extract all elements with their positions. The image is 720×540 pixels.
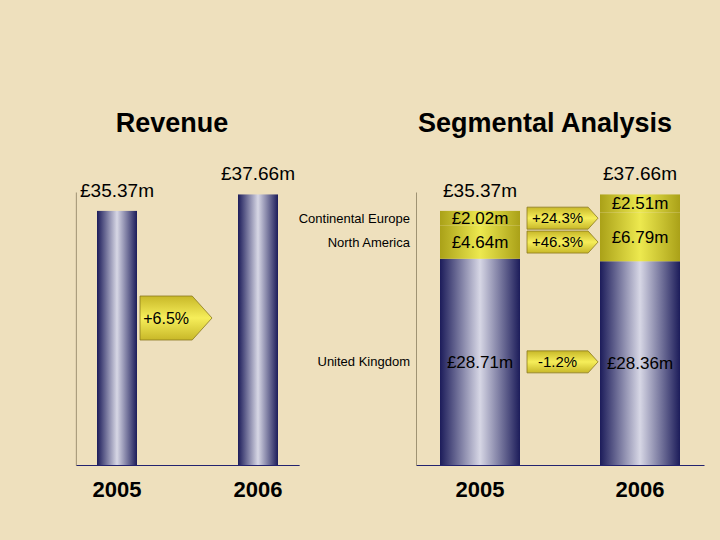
- y-axis: [76, 193, 77, 466]
- segment-label: £2.51m: [612, 194, 669, 213]
- series-label: North America: [328, 235, 411, 250]
- change-label: +24.3%: [532, 209, 583, 226]
- series-label: Continental Europe: [299, 211, 410, 226]
- change-label: +6.5%: [143, 310, 189, 327]
- change-label: -1.2%: [538, 353, 577, 370]
- background: [0, 0, 720, 540]
- marks: [440, 194, 680, 465]
- bar-segment: [440, 225, 520, 258]
- y-axis-line: [76, 193, 77, 466]
- x-tick-label: 2005: [93, 477, 142, 502]
- segment-label: £6.79m: [612, 228, 669, 247]
- bar: [238, 194, 278, 465]
- change-arrow: [527, 207, 598, 229]
- change-arrow: [527, 351, 598, 373]
- y-axis-line: [416, 193, 417, 466]
- bar-label: £35.37m: [80, 180, 154, 201]
- chart-title: Revenue: [116, 108, 229, 138]
- chart-1: Segmental Analysis £28.71m £28.36m £4.64m £6…: [299, 108, 705, 502]
- x-axis-line: [417, 465, 705, 466]
- total-label: £37.66m: [603, 163, 677, 184]
- bar-segment: [600, 194, 680, 212]
- bar-segment: [600, 261, 680, 465]
- y-axis: [416, 193, 417, 466]
- x-tick: 2005: [456, 465, 505, 502]
- marks: [97, 194, 278, 465]
- labels: £28.71m £28.36m £4.64m £6.79m £2.02m £2.51m £3…: [299, 163, 677, 373]
- change-arrow: [140, 296, 212, 340]
- x-tick: 2006: [234, 465, 283, 502]
- chart-title: Segmental Analysis: [418, 108, 672, 138]
- chart-root: Revenue£35.37m£37.66m+6.5%20052006Segmen…: [0, 0, 720, 540]
- bar: [97, 211, 137, 465]
- x-axis-line: [76, 465, 299, 466]
- x-tick-label: 2006: [616, 477, 665, 502]
- chart-0: Revenue £35.37m £37.66m +6.5% 2005 2006: [76, 108, 299, 502]
- bar-label: £37.66m: [221, 163, 295, 184]
- segment-label: £28.71m: [447, 353, 513, 372]
- segment-label: £28.36m: [607, 354, 673, 373]
- x-tick: 2006: [616, 465, 665, 502]
- total-label: £35.37m: [443, 180, 517, 201]
- x-tick: 2005: [93, 465, 142, 502]
- segment-label: £4.64m: [452, 233, 509, 252]
- x-axis: 2005 2006: [76, 465, 299, 502]
- change-label: +46.3%: [532, 233, 583, 250]
- x-tick-label: 2005: [456, 477, 505, 502]
- x-tick-label: 2006: [234, 477, 283, 502]
- segment-label: £2.02m: [452, 209, 509, 228]
- bar-segment: [600, 212, 680, 261]
- change-arrow: [527, 231, 598, 253]
- series-label: United Kingdom: [318, 354, 411, 369]
- labels: £35.37m £37.66m +6.5%: [80, 163, 295, 340]
- chart-svg: Revenue£35.37m£37.66m+6.5%20052006Segmen…: [0, 0, 720, 540]
- x-axis: 2005 2006: [417, 465, 705, 502]
- bar-segment: [440, 259, 520, 465]
